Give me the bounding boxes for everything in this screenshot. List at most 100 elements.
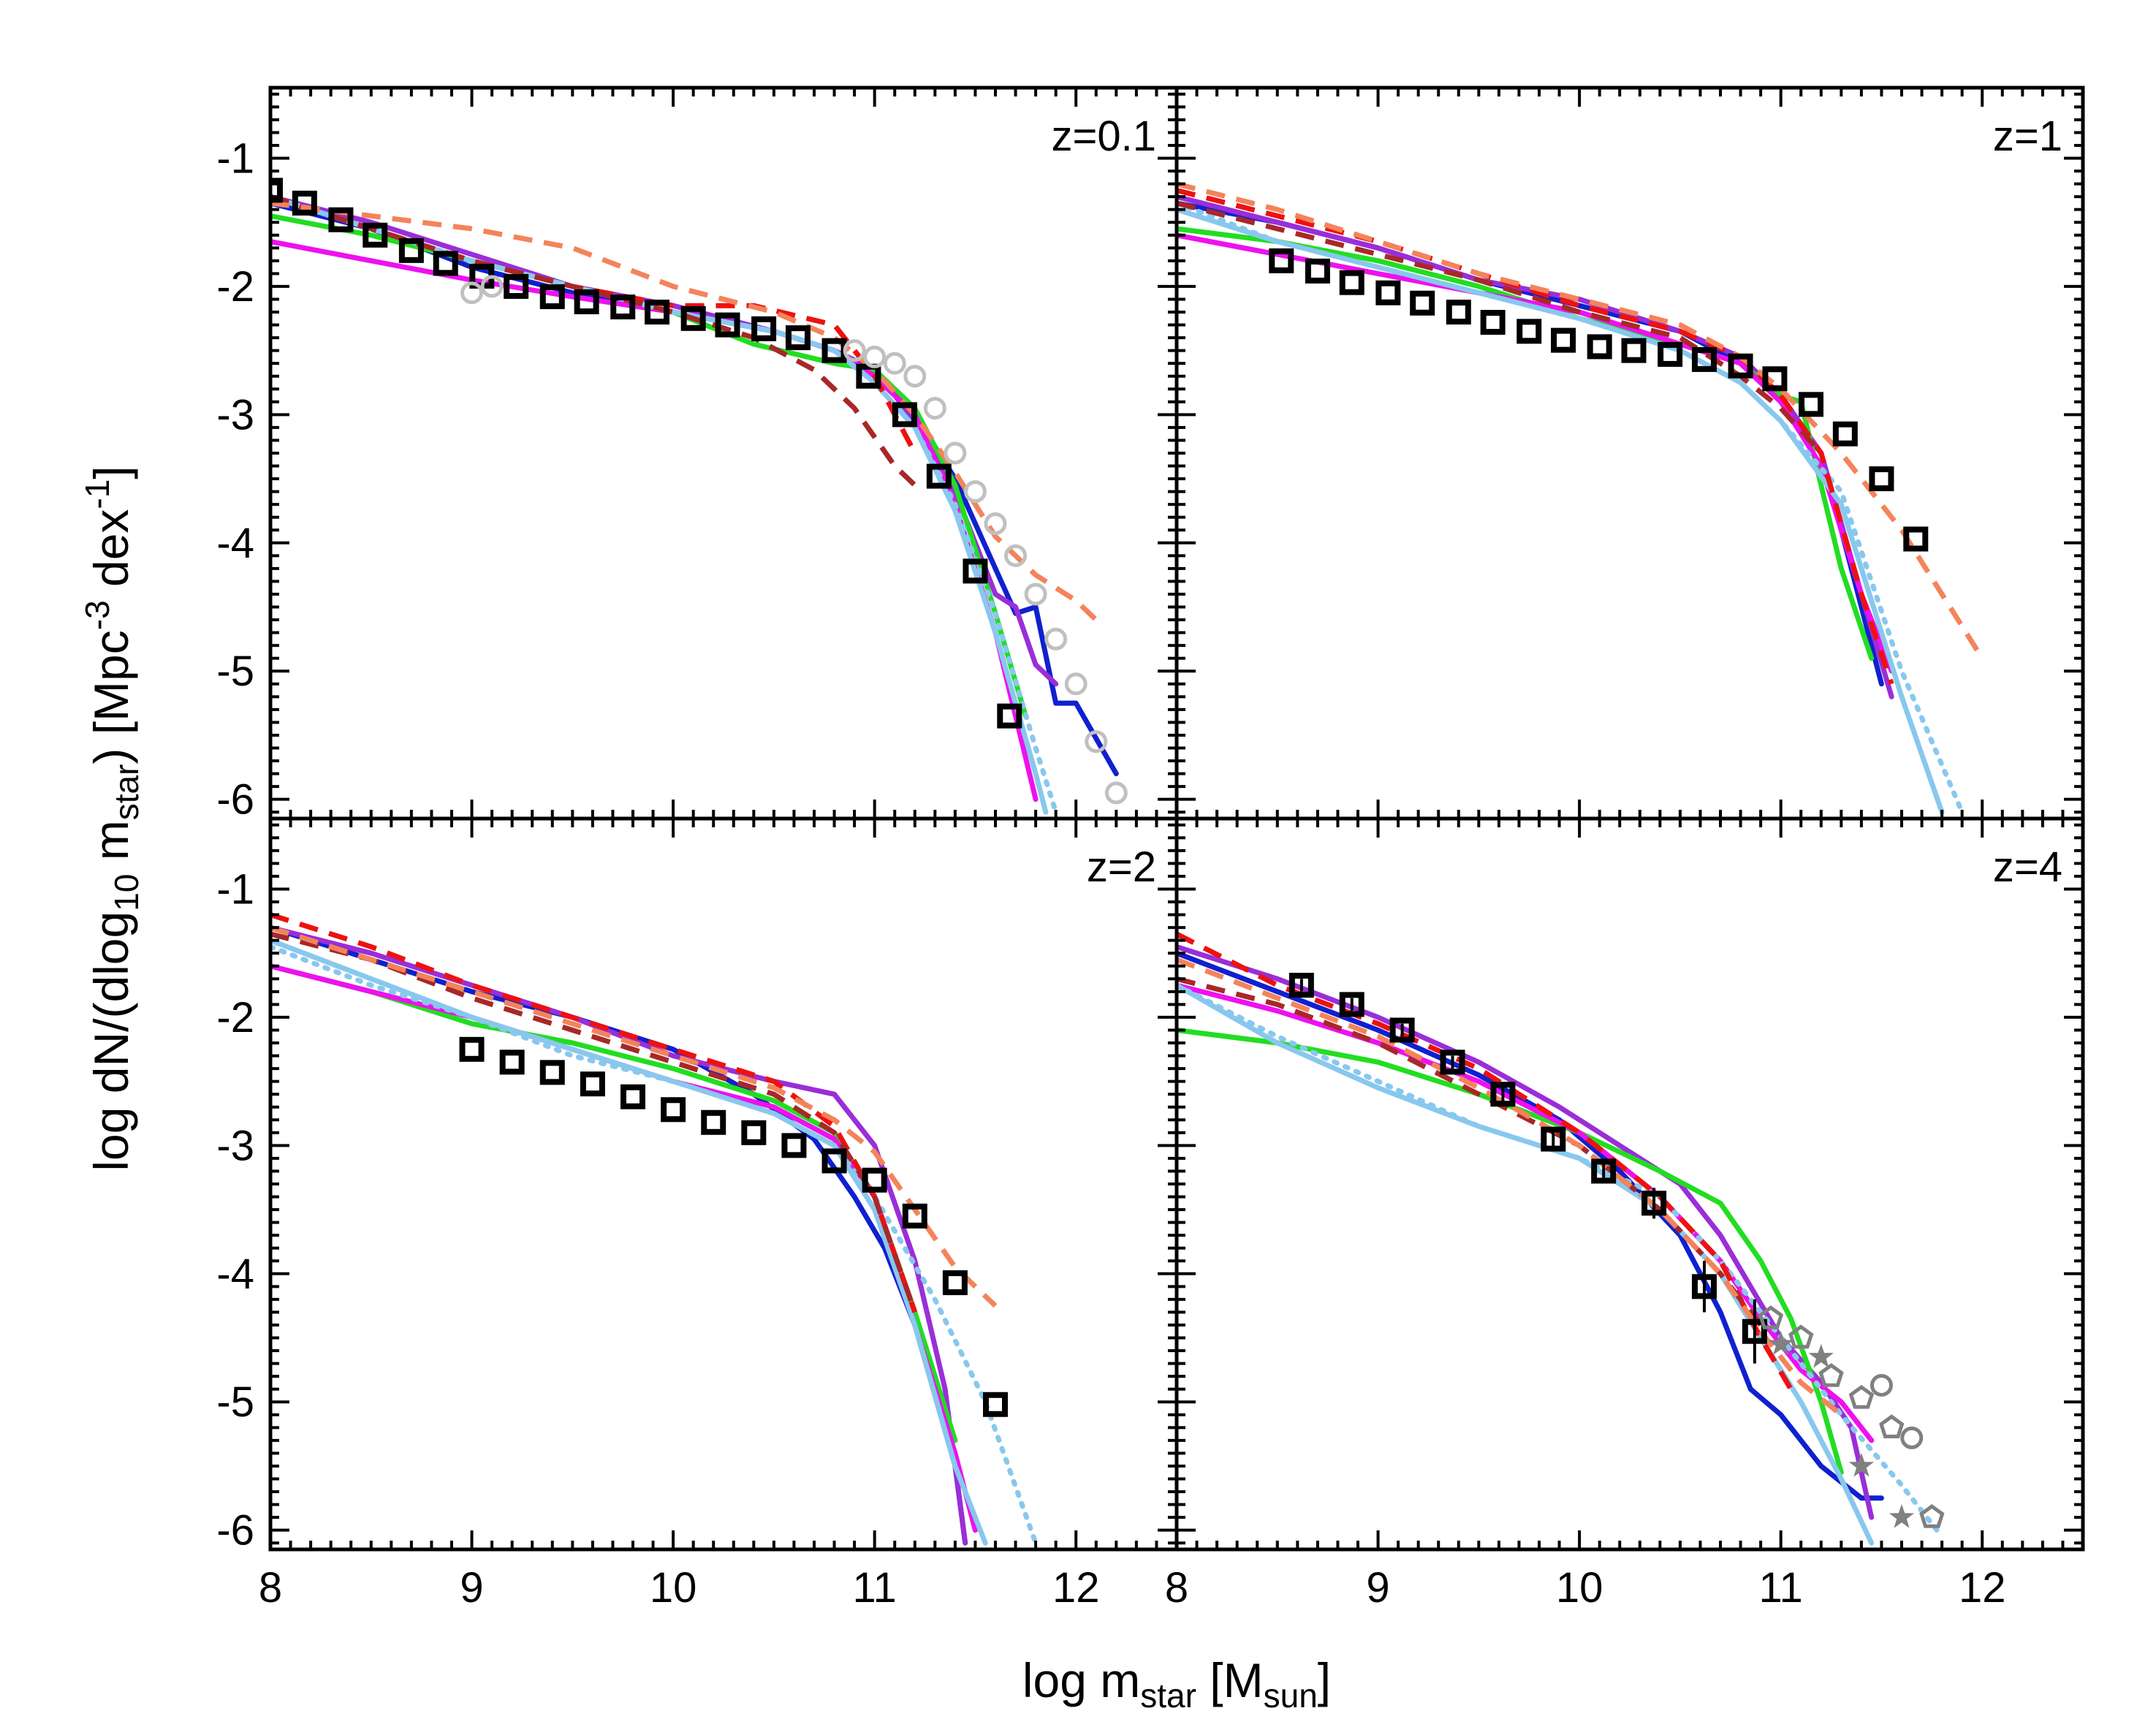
y-axis-title: log dN/(dlog10 mstar) [Mpc-3 dex-1] (78, 466, 145, 1171)
data-point-circle (843, 339, 866, 363)
data-point-square (1587, 334, 1612, 360)
data-point-square (645, 300, 670, 325)
y-tick-label: -6 (216, 776, 254, 824)
data-point-square (1305, 258, 1330, 284)
series-line-blue-solid (1177, 950, 1884, 1501)
data-point-square (1288, 973, 1314, 998)
x-tick-label: 12 (1959, 1564, 2006, 1612)
series-line-magenta-solid (1177, 232, 1894, 674)
data-point-square (963, 558, 988, 584)
x-tick-label: 11 (853, 1564, 897, 1612)
data-point-square (1541, 1126, 1566, 1152)
data-point-square (781, 1133, 807, 1158)
data-point-square (862, 1167, 887, 1193)
data-point-square (1440, 1050, 1465, 1075)
data-point-circle (863, 345, 887, 368)
data-point-star (1808, 1343, 1834, 1368)
panel-label-4: z=4 (1993, 843, 2062, 891)
data-point-square (1490, 1082, 1516, 1107)
y-tick-label: -4 (216, 1250, 254, 1298)
data-point-square (1691, 346, 1717, 372)
data-point-square (1480, 310, 1506, 335)
data-point-square (926, 463, 952, 489)
x-tick-label: 8 (1165, 1564, 1188, 1612)
data-point-circle (923, 397, 946, 420)
data-point-circle (460, 281, 484, 305)
data-point-circle (1085, 730, 1108, 754)
series-line-purple-solid (270, 925, 968, 1546)
series-line-purple-solid (1177, 944, 1875, 1520)
data-point-square (1269, 248, 1294, 273)
data-point-square (661, 1097, 686, 1123)
data-point-square (539, 1060, 565, 1085)
data-point-circle (1004, 544, 1028, 567)
y-tick-label: -1 (216, 134, 254, 182)
data-point-pentagon (1788, 1324, 1814, 1349)
data-point-circle (1044, 627, 1068, 650)
data-point-square (1691, 1274, 1717, 1299)
data-point-square (610, 295, 636, 319)
data-point-circle (963, 480, 987, 504)
data-point-square (363, 222, 388, 248)
data-point-square (1517, 319, 1542, 344)
data-point-square (856, 363, 881, 389)
panel-1-ticks (269, 88, 1178, 819)
data-point-square (1799, 392, 1823, 417)
data-point-square (1621, 338, 1647, 363)
data-point-circle (1870, 1373, 1893, 1397)
data-point-circle (1024, 582, 1047, 606)
panel-4-ticks (1175, 819, 2084, 1549)
panel-3-frame (268, 816, 1179, 1552)
data-point-square (741, 1120, 767, 1145)
data-point-square (892, 402, 917, 428)
data-point-square (1762, 366, 1788, 392)
data-point-square (902, 1203, 927, 1229)
x-tick-label: 9 (1366, 1564, 1389, 1612)
data-point-square (821, 1148, 847, 1174)
y-tick-label: -3 (216, 1122, 254, 1169)
data-point-square (1869, 466, 1894, 492)
data-point-circle (480, 275, 504, 298)
data-point-square (997, 703, 1022, 729)
series-line-blue-solid (270, 925, 968, 1546)
panel-label-2: z=1 (1993, 113, 2062, 160)
series-line-green-solid (270, 213, 1028, 719)
data-point-square (715, 312, 740, 338)
y-tick-label: -6 (216, 1507, 254, 1555)
data-point-square (751, 316, 777, 341)
data-point-star (1848, 1452, 1875, 1477)
data-point-circle (883, 352, 906, 375)
data-point-square (1903, 526, 1929, 552)
data-point-pentagon (1848, 1384, 1875, 1409)
series-line-darkred-dashed (1177, 200, 1823, 455)
panel-3-ticks (269, 819, 1178, 1549)
data-point-square (620, 1084, 645, 1109)
data-point-circle (984, 512, 1007, 535)
series-line-orange-dashed (270, 200, 1098, 622)
y-tick-label: -2 (216, 263, 254, 311)
series-line-lightblue-dotted (270, 194, 1059, 815)
x-tick-label: 9 (460, 1564, 483, 1612)
panel-label-3: z=2 (1087, 843, 1156, 891)
panel-1-frame (268, 86, 1179, 821)
data-point-circle (1104, 781, 1128, 805)
data-point-square (580, 1071, 605, 1097)
data-point-square (785, 325, 811, 351)
series-line-blue-solid (270, 200, 1119, 777)
series-line-lightblue-solid (270, 194, 1049, 815)
data-point-square (1389, 1017, 1415, 1043)
data-point-circle (944, 441, 967, 465)
series-line-lightblue-dotted (270, 944, 1039, 1546)
data-point-square (574, 289, 599, 314)
y-tick-label: -2 (216, 994, 254, 1041)
series-line-red-dashed (270, 912, 918, 1313)
y-tick-label: -1 (216, 865, 254, 913)
data-point-square (1658, 341, 1683, 367)
data-point-square (459, 1036, 485, 1062)
data-point-square (292, 190, 317, 216)
series-line-green-solid (270, 963, 958, 1443)
panel-4-plot-area (1177, 931, 1945, 1546)
panel-label-1: z=0.1 (1052, 113, 1157, 160)
data-point-square (433, 251, 458, 276)
data-point-square (701, 1109, 726, 1135)
